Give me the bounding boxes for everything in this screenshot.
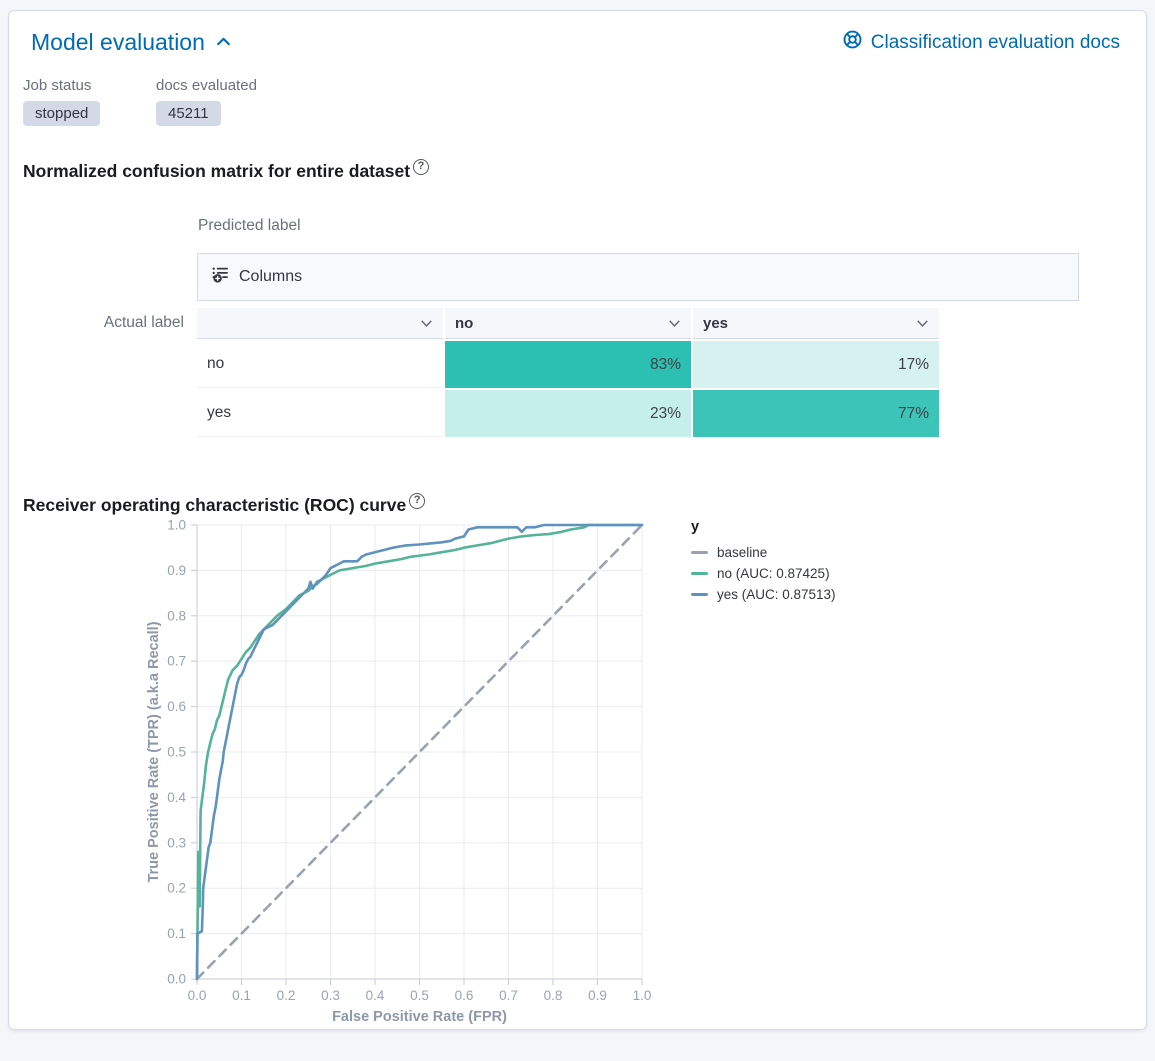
svg-text:True Positive Rate (TPR) (a.k.: True Positive Rate (TPR) (a.k.a Recall) [146, 621, 162, 882]
job-status-badge: stopped [23, 101, 101, 126]
svg-text:0.4: 0.4 [167, 790, 186, 805]
legend-item-baseline[interactable]: baseline [691, 542, 836, 563]
svg-text:0.7: 0.7 [499, 988, 518, 1003]
matrix-header-no-label: no [455, 314, 474, 332]
legend-swatch [691, 593, 708, 596]
actual-label: Actual label [103, 314, 184, 331]
docs-evaluated-label: docs evaluated [156, 77, 257, 94]
svg-text:0.0: 0.0 [167, 972, 186, 987]
svg-text:0.8: 0.8 [167, 608, 186, 623]
svg-text:0.2: 0.2 [277, 988, 296, 1003]
svg-text:1.0: 1.0 [633, 988, 652, 1003]
model-evaluation-toggle[interactable]: Model evaluation [31, 29, 232, 56]
chevron-down-icon [669, 320, 680, 327]
legend-label: no (AUC: 0.87425) [717, 566, 830, 581]
chevron-down-icon [421, 320, 432, 327]
legend-label: yes (AUC: 0.87513) [717, 587, 836, 602]
svg-text:0.8: 0.8 [544, 988, 563, 1003]
model-evaluation-panel: Model evaluation Classification evaluati… [8, 10, 1147, 1030]
panel-title-text: Model evaluation [31, 29, 205, 55]
svg-text:0.7: 0.7 [167, 654, 186, 669]
svg-text:1.0: 1.0 [167, 518, 186, 533]
matrix-cell: 17% [693, 341, 939, 388]
docs-link-label: Classification evaluation docs [870, 31, 1120, 53]
roc-chart-svg: 0.0 0.1 0.2 0.3 0.4 0.5 0.6 0.7 0.8 0.9 1.0 0.0 0.1 0… [146, 518, 652, 1026]
matrix-cell: 23% [445, 390, 691, 437]
question-circle-icon[interactable]: ? [413, 159, 430, 175]
svg-text:0.2: 0.2 [167, 881, 186, 896]
chevron-down-icon [917, 320, 928, 327]
panel-header: Model evaluation Classification evaluati… [31, 29, 1120, 56]
list-add-icon [212, 266, 229, 288]
columns-button-label: Columns [239, 268, 303, 285]
svg-text:0.1: 0.1 [167, 926, 186, 941]
legend-swatch [691, 572, 708, 575]
svg-text:0.6: 0.6 [167, 699, 186, 714]
matrix-row-label: no [197, 341, 443, 388]
svg-text:0.1: 0.1 [232, 988, 251, 1003]
legend-item-yes[interactable]: yes (AUC: 0.87513) [691, 584, 836, 605]
matrix-header-no[interactable]: no [445, 308, 691, 339]
roc-heading: Receiver operating characteristic (ROC) … [23, 493, 426, 516]
job-status-stat: Job status stopped [23, 77, 101, 126]
job-status-label: Job status [23, 77, 92, 94]
svg-text:0.4: 0.4 [366, 988, 385, 1003]
docs-evaluated-badge: 45211 [156, 101, 221, 126]
matrix-cell: 77% [693, 390, 939, 437]
confusion-matrix-table: no yes no 83% 17% yes 23% 77% [197, 308, 939, 437]
svg-text:0.9: 0.9 [588, 988, 607, 1003]
matrix-header-yes[interactable]: yes [693, 308, 939, 339]
legend-title: y [691, 519, 700, 535]
svg-text:0.5: 0.5 [410, 988, 429, 1003]
svg-text:0.3: 0.3 [321, 988, 340, 1003]
svg-text:0.0: 0.0 [188, 988, 207, 1003]
chevron-up-icon [215, 29, 232, 56]
roc-heading-text: Receiver operating characteristic (ROC) … [23, 495, 407, 515]
legend-swatch [691, 551, 708, 554]
matrix-cell: 83% [445, 341, 691, 388]
roc-legend: y baseline no (AUC: 0.87425) yes (AUC: 0… [691, 519, 836, 605]
confusion-matrix-heading-text: Normalized confusion matrix for entire d… [23, 161, 411, 181]
svg-text:0.3: 0.3 [167, 835, 186, 850]
confusion-matrix-heading: Normalized confusion matrix for entire d… [23, 159, 430, 182]
predicted-label: Predicted label [198, 217, 301, 234]
matrix-header-yes-label: yes [703, 314, 729, 332]
columns-button[interactable]: Columns [197, 253, 1079, 301]
legend-item-no[interactable]: no (AUC: 0.87425) [691, 563, 836, 584]
matrix-row-label: yes [197, 390, 443, 437]
svg-text:0.5: 0.5 [167, 745, 186, 760]
help-docs-icon [842, 29, 863, 56]
docs-evaluated-stat: docs evaluated 45211 [156, 77, 257, 126]
classification-evaluation-docs-link[interactable]: Classification evaluation docs [842, 29, 1120, 56]
svg-text:False Positive Rate (FPR): False Positive Rate (FPR) [332, 1009, 507, 1025]
roc-chart: 0.0 0.1 0.2 0.3 0.4 0.5 0.6 0.7 0.8 0.9 1.0 0.0 0.1 0… [49, 506, 669, 1031]
question-circle-icon[interactable]: ? [409, 493, 426, 509]
matrix-header-empty[interactable] [197, 308, 443, 339]
svg-text:0.6: 0.6 [455, 988, 474, 1003]
legend-label: baseline [717, 545, 768, 560]
svg-text:0.9: 0.9 [167, 563, 186, 578]
